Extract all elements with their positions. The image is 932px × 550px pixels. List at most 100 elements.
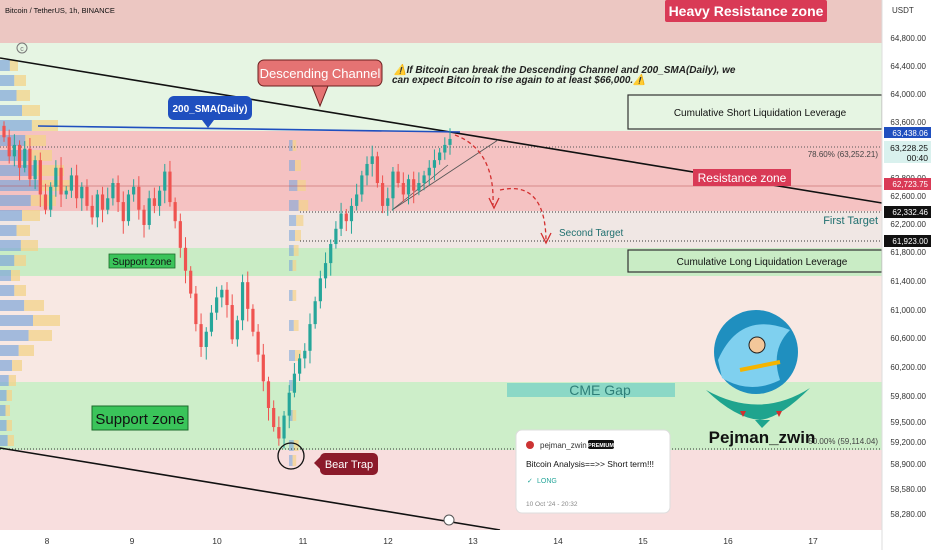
x-tick-label: 14 — [553, 536, 563, 546]
idea-date: 10 Oct '24 - 20:32 — [526, 501, 578, 508]
bear-trap-circle — [277, 442, 305, 470]
candle-body — [230, 305, 234, 340]
support-zone-small-label: Support zone — [112, 257, 172, 268]
volume-profile-bar — [289, 215, 297, 226]
pejman-logo: Pejman_zwin — [706, 310, 815, 447]
x-tick-label: 15 — [638, 536, 648, 546]
heavy-resistance-label: Heavy Resistance zone — [669, 3, 824, 19]
candle-body — [12, 144, 16, 157]
cme-gap-box — [507, 383, 675, 397]
candle-body — [215, 297, 219, 313]
y-tick-label: 59,200.00 — [890, 438, 926, 447]
y-tick-label: 59,800.00 — [890, 392, 926, 401]
volume-profile-bar-sell — [16, 225, 30, 236]
current-price-text: 63,228.25 — [890, 143, 928, 153]
candle-body — [360, 175, 364, 195]
candle-body — [432, 160, 437, 168]
candle-body — [344, 213, 348, 222]
currency-label: USDT — [892, 6, 914, 15]
candle-body — [365, 163, 369, 176]
volume-profile-bar — [0, 210, 22, 221]
time-axis[interactable]: 8 9 10 11 12 13 14 15 16 17 — [45, 536, 818, 546]
candle-body — [235, 320, 239, 340]
symbol-title: Bitcoin / TetherUS, 1h, BINANCE — [5, 6, 115, 15]
volume-profile-bar — [289, 180, 298, 191]
resistance-price-tag — [884, 178, 931, 190]
idea-card-bg — [515, 429, 671, 514]
sma-price-tag — [884, 127, 931, 138]
candle-body — [204, 331, 208, 347]
candle-body — [303, 350, 307, 359]
bear-trap-badge — [320, 453, 378, 475]
candle-body — [142, 209, 146, 225]
candle-body — [334, 228, 338, 245]
volume-profile-bar — [0, 375, 9, 386]
projection-arrow-2 — [540, 232, 552, 245]
volume-profile-bar — [0, 75, 15, 86]
volume-profile-bar — [289, 245, 294, 256]
volume-profile-bar-sell — [18, 345, 34, 356]
target-zone-bg — [0, 211, 882, 248]
volume-profile-bar — [0, 225, 17, 236]
volume-profile-bar — [0, 315, 33, 326]
volume-profile-bar-sell — [25, 135, 46, 146]
heavy-resistance-badge — [665, 0, 827, 22]
volume-profile-bar — [0, 435, 8, 446]
volume-profile-bar-sell — [28, 330, 52, 341]
logo-surfer-icon — [748, 336, 766, 354]
author-name: pejman_zwin — [540, 441, 587, 450]
candle-body — [438, 152, 442, 161]
volume-profile-bar — [0, 195, 31, 206]
sma-line[interactable] — [37, 125, 461, 133]
candle-body — [287, 392, 291, 416]
descending-channel-pointer — [311, 85, 329, 108]
idea-card[interactable]: pejman_zwin PREMIUM Bitcoin Analysis==>>… — [515, 429, 671, 514]
candle-body — [33, 160, 37, 180]
logo-arrow-right-icon — [776, 411, 782, 417]
y-tick-label: 59,500.00 — [890, 418, 926, 427]
projection-path-1 — [454, 134, 494, 206]
candle-body — [266, 381, 271, 408]
x-tick-label: 8 — [45, 536, 50, 546]
copyright-icon — [16, 42, 28, 54]
note-line-2: can expect Bitcoin to rise again to at l… — [392, 73, 648, 86]
candle-body — [157, 190, 162, 206]
candle-body — [246, 282, 250, 309]
candle-body — [64, 190, 68, 195]
logo-base-icon — [706, 388, 810, 420]
candle-body — [137, 186, 141, 210]
candle-body — [28, 148, 32, 180]
volume-profile-bar — [289, 290, 293, 301]
volume-profile-bar — [0, 105, 22, 116]
candle-body — [189, 270, 193, 294]
candle-body — [240, 282, 245, 321]
candle-body — [168, 171, 172, 203]
y-tick-label: 62,200.00 — [890, 220, 926, 229]
volume-profile-bar-sell — [292, 140, 297, 151]
candle-body — [147, 198, 151, 225]
candle-body — [251, 308, 255, 332]
copyright-icon-glyph: c — [20, 46, 24, 53]
volume-profile-bar — [0, 165, 36, 176]
descending-channel-label: Descending Channel — [260, 66, 381, 81]
premium-badge-text: PREMIUM — [588, 443, 614, 449]
descending-channel-lower[interactable] — [0, 447, 501, 531]
volume-profile-bar-sell — [6, 390, 12, 401]
candle-body — [272, 407, 276, 428]
candle-body — [298, 358, 302, 374]
cme-gap-label: CME Gap — [569, 382, 631, 398]
volume-profile-bar-sell — [292, 260, 297, 271]
volume-profile-bar — [0, 255, 15, 266]
logo-board-icon — [739, 360, 781, 372]
candle-body — [178, 221, 182, 248]
y-tick-label: 61,800.00 — [890, 248, 926, 257]
y-tick-label: 63,600.00 — [890, 118, 926, 127]
volume-profile-bar — [289, 320, 294, 331]
volume-profile-bar — [0, 285, 15, 296]
candle-body — [329, 244, 333, 264]
candle-body — [111, 183, 115, 199]
volume-profile-bar-sell — [14, 75, 26, 86]
volume-profile-bar — [0, 240, 21, 251]
